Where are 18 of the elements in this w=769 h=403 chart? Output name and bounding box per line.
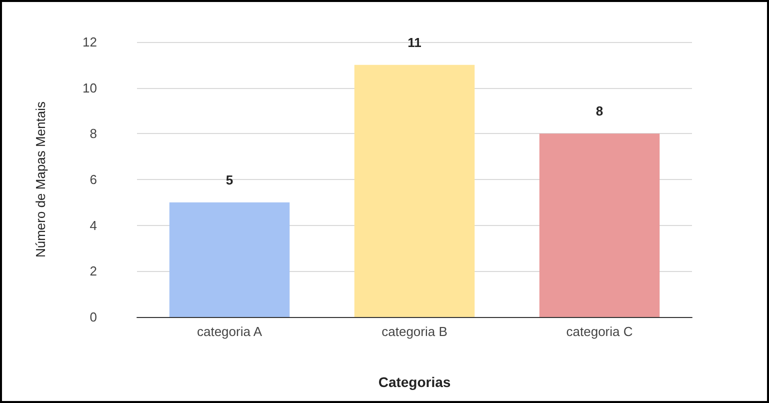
y-tick-label: 0 [90, 310, 97, 324]
data-label: 8 [596, 104, 604, 119]
x-axis-title: Categorias [378, 374, 451, 390]
data-label: 5 [226, 172, 234, 188]
y-tick-label: 10 [82, 80, 97, 96]
data-label: 11 [408, 34, 422, 50]
bar [169, 202, 290, 317]
y-axis-title: Número de Mapas Mentais [33, 100, 48, 258]
bar [354, 64, 475, 317]
x-tick-label: categoria C [566, 324, 633, 339]
y-tick-label: 12 [82, 34, 97, 50]
y-tick-label: 4 [90, 218, 97, 233]
y-tick-label: 8 [90, 126, 97, 142]
x-tick-label: categoria A [196, 324, 262, 339]
bar [539, 134, 660, 317]
y-tick-label: 6 [90, 172, 97, 187]
y-tick-label: 2 [90, 264, 97, 279]
x-tick-label: categoria B [382, 324, 448, 339]
